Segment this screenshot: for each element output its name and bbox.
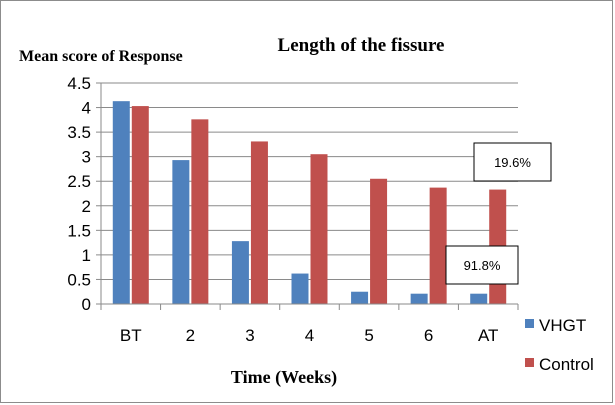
y-axis-label: Mean score of Response (19, 48, 183, 65)
annotation-box (473, 142, 552, 182)
x-axis-label: Time (Weeks) (231, 367, 337, 388)
y-tick-label: 0 (82, 295, 91, 314)
y-tick-label: 0.5 (67, 270, 91, 289)
chart-title: Length of the fissure (278, 35, 445, 56)
bar-vhgt-2 (172, 160, 190, 304)
legend-label-control: Control (539, 355, 594, 374)
y-tick-label: 1.5 (67, 221, 91, 240)
legend-label-vhgt: VHGT (539, 316, 586, 335)
y-tick-label: 4 (82, 99, 91, 118)
x-tick-label: AT (478, 326, 498, 345)
y-tick-label: 3.5 (67, 123, 91, 142)
x-tick-label: 6 (424, 326, 433, 345)
bar-vhgt-bt (112, 101, 130, 304)
x-tick-label: 2 (186, 326, 195, 345)
bar-control-6 (429, 187, 447, 304)
bar-vhgt-3 (231, 241, 249, 304)
bar-vhgt-6 (410, 293, 428, 304)
annotation-box (445, 245, 519, 285)
x-tick-label: 4 (305, 326, 314, 345)
bar-control-2 (191, 119, 209, 304)
x-tick-label: 5 (364, 326, 373, 345)
bar-control-5 (370, 178, 388, 304)
bar-vhgt-5 (351, 291, 369, 304)
legend: VHGT Control (525, 316, 594, 374)
bar-control-4 (310, 154, 328, 304)
x-tick-label: BT (120, 326, 142, 345)
gridlines (101, 82, 518, 280)
x-tick-label: 3 (245, 326, 254, 345)
legend-swatch-vhgt (525, 319, 534, 328)
y-tick-label: 4.5 (67, 74, 91, 93)
bar-vhgt-4 (291, 273, 309, 304)
bars (112, 101, 507, 305)
annotation-label: 91.8% (464, 258, 501, 273)
y-tick-label: 2 (82, 197, 91, 216)
legend-swatch-control (525, 358, 534, 367)
bar-control-3 (250, 141, 268, 304)
axes (100, 83, 518, 305)
bar-vhgt-at (470, 293, 488, 304)
annotations: 19.6% 91.8% (445, 142, 552, 285)
x-axis-ticks: BT 2 3 4 5 6 AT (100, 304, 519, 345)
y-tick-label: 2.5 (67, 172, 91, 191)
y-tick-label: 3 (82, 148, 91, 167)
y-tick-label: 1 (82, 246, 91, 265)
bar-control-bt (131, 106, 149, 305)
annotation-label: 19.6% (494, 155, 531, 170)
y-axis-ticks: 0 0.5 1 1.5 2 2.5 3 3.5 4 4.5 (67, 74, 101, 314)
